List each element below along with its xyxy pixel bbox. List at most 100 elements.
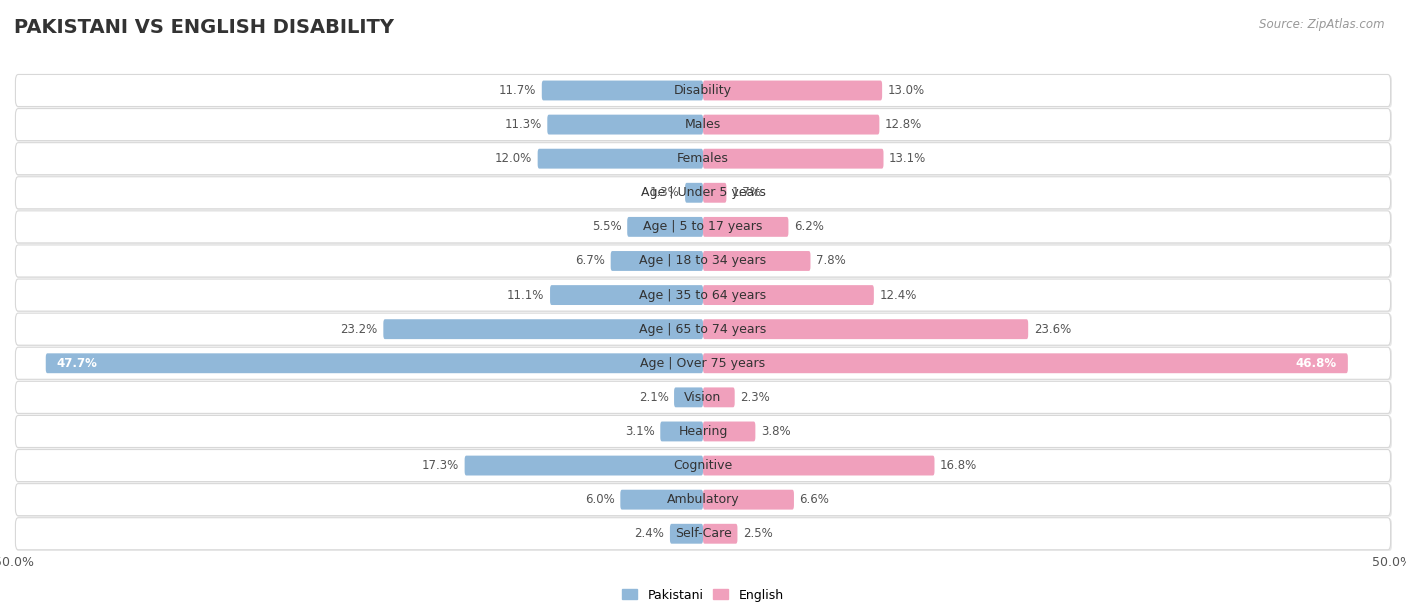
FancyBboxPatch shape <box>703 183 727 203</box>
Text: 2.4%: 2.4% <box>634 528 665 540</box>
FancyBboxPatch shape <box>15 416 1392 449</box>
Text: 16.8%: 16.8% <box>941 459 977 472</box>
FancyBboxPatch shape <box>703 353 1348 373</box>
FancyBboxPatch shape <box>15 381 1391 413</box>
Text: 17.3%: 17.3% <box>422 459 460 472</box>
Text: 7.8%: 7.8% <box>815 255 846 267</box>
Text: Age | Under 5 years: Age | Under 5 years <box>641 186 765 200</box>
Text: 12.0%: 12.0% <box>495 152 531 165</box>
FancyBboxPatch shape <box>703 114 879 135</box>
Text: 2.5%: 2.5% <box>742 528 773 540</box>
Text: 6.6%: 6.6% <box>800 493 830 506</box>
FancyBboxPatch shape <box>15 450 1392 483</box>
Text: 6.7%: 6.7% <box>575 255 605 267</box>
FancyBboxPatch shape <box>627 217 703 237</box>
FancyBboxPatch shape <box>703 455 935 476</box>
FancyBboxPatch shape <box>15 110 1392 141</box>
Text: 12.8%: 12.8% <box>884 118 922 131</box>
FancyBboxPatch shape <box>15 144 1392 176</box>
FancyBboxPatch shape <box>15 108 1391 141</box>
FancyBboxPatch shape <box>15 518 1391 550</box>
Text: Age | 65 to 74 years: Age | 65 to 74 years <box>640 323 766 335</box>
FancyBboxPatch shape <box>15 416 1391 447</box>
Text: 46.8%: 46.8% <box>1296 357 1337 370</box>
FancyBboxPatch shape <box>15 519 1392 551</box>
Text: 2.1%: 2.1% <box>638 391 669 404</box>
Text: 5.5%: 5.5% <box>592 220 621 233</box>
Text: 3.1%: 3.1% <box>626 425 655 438</box>
FancyBboxPatch shape <box>15 75 1391 106</box>
FancyBboxPatch shape <box>15 245 1391 277</box>
Text: Ambulatory: Ambulatory <box>666 493 740 506</box>
Text: Age | Over 75 years: Age | Over 75 years <box>641 357 765 370</box>
FancyBboxPatch shape <box>685 183 703 203</box>
Text: 1.3%: 1.3% <box>650 186 679 200</box>
FancyBboxPatch shape <box>15 212 1392 244</box>
FancyBboxPatch shape <box>703 422 755 441</box>
Text: Age | 35 to 64 years: Age | 35 to 64 years <box>640 289 766 302</box>
FancyBboxPatch shape <box>673 387 703 408</box>
FancyBboxPatch shape <box>46 353 703 373</box>
Text: 6.2%: 6.2% <box>794 220 824 233</box>
FancyBboxPatch shape <box>537 149 703 169</box>
FancyBboxPatch shape <box>550 285 703 305</box>
FancyBboxPatch shape <box>15 280 1392 312</box>
FancyBboxPatch shape <box>15 75 1392 108</box>
Text: 23.6%: 23.6% <box>1033 323 1071 335</box>
FancyBboxPatch shape <box>610 251 703 271</box>
FancyBboxPatch shape <box>703 217 789 237</box>
Text: 11.3%: 11.3% <box>505 118 541 131</box>
FancyBboxPatch shape <box>15 483 1391 516</box>
FancyBboxPatch shape <box>703 490 794 510</box>
FancyBboxPatch shape <box>15 211 1391 243</box>
FancyBboxPatch shape <box>15 314 1392 346</box>
FancyBboxPatch shape <box>15 177 1392 210</box>
FancyBboxPatch shape <box>15 279 1391 311</box>
FancyBboxPatch shape <box>703 81 882 100</box>
FancyBboxPatch shape <box>703 149 883 169</box>
Text: 13.0%: 13.0% <box>887 84 925 97</box>
Text: 3.8%: 3.8% <box>761 425 790 438</box>
Text: Disability: Disability <box>673 84 733 97</box>
Legend: Pakistani, English: Pakistani, English <box>617 584 789 606</box>
FancyBboxPatch shape <box>547 114 703 135</box>
Text: 23.2%: 23.2% <box>340 323 378 335</box>
FancyBboxPatch shape <box>15 382 1392 414</box>
FancyBboxPatch shape <box>15 177 1391 209</box>
Text: Vision: Vision <box>685 391 721 404</box>
FancyBboxPatch shape <box>15 246 1392 278</box>
Text: 11.7%: 11.7% <box>499 84 536 97</box>
Text: Cognitive: Cognitive <box>673 459 733 472</box>
FancyBboxPatch shape <box>669 524 703 543</box>
FancyBboxPatch shape <box>661 422 703 441</box>
Text: Females: Females <box>678 152 728 165</box>
FancyBboxPatch shape <box>15 450 1391 482</box>
FancyBboxPatch shape <box>15 485 1392 517</box>
FancyBboxPatch shape <box>464 455 703 476</box>
Text: 13.1%: 13.1% <box>889 152 927 165</box>
Text: Hearing: Hearing <box>678 425 728 438</box>
Text: Self-Care: Self-Care <box>675 528 731 540</box>
Text: Source: ZipAtlas.com: Source: ZipAtlas.com <box>1260 18 1385 31</box>
FancyBboxPatch shape <box>15 347 1391 379</box>
FancyBboxPatch shape <box>620 490 703 510</box>
FancyBboxPatch shape <box>703 251 810 271</box>
Text: PAKISTANI VS ENGLISH DISABILITY: PAKISTANI VS ENGLISH DISABILITY <box>14 18 394 37</box>
Text: 2.3%: 2.3% <box>740 391 770 404</box>
Text: 47.7%: 47.7% <box>56 357 97 370</box>
Text: Age | 5 to 17 years: Age | 5 to 17 years <box>644 220 762 233</box>
Text: 11.1%: 11.1% <box>508 289 544 302</box>
FancyBboxPatch shape <box>703 524 738 543</box>
FancyBboxPatch shape <box>15 143 1391 174</box>
FancyBboxPatch shape <box>384 319 703 339</box>
FancyBboxPatch shape <box>703 387 735 408</box>
Text: Males: Males <box>685 118 721 131</box>
Text: Age | 18 to 34 years: Age | 18 to 34 years <box>640 255 766 267</box>
FancyBboxPatch shape <box>541 81 703 100</box>
FancyBboxPatch shape <box>15 348 1392 380</box>
Text: 12.4%: 12.4% <box>879 289 917 302</box>
Text: 1.7%: 1.7% <box>733 186 762 200</box>
Text: 6.0%: 6.0% <box>585 493 614 506</box>
FancyBboxPatch shape <box>703 319 1028 339</box>
FancyBboxPatch shape <box>703 285 875 305</box>
